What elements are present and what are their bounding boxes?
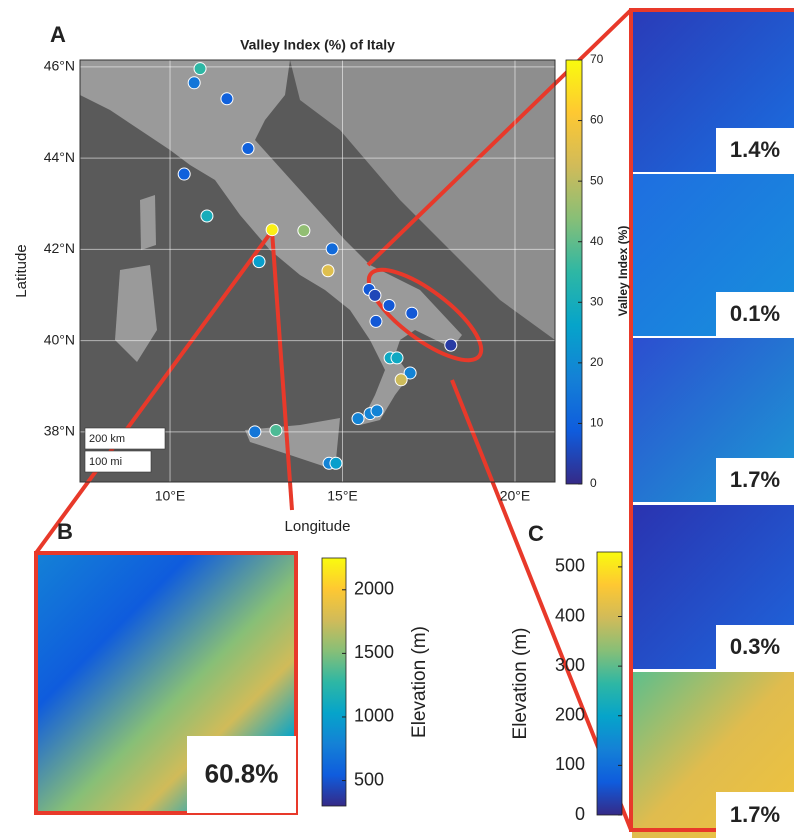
y-tick-label: 44°N: [44, 149, 75, 165]
y-tick-label: 38°N: [44, 423, 75, 439]
colorbar-tick-label: 20: [590, 355, 604, 369]
site-point: [270, 424, 282, 436]
site-point: [194, 63, 206, 75]
colorbar-tick-label: 50: [590, 173, 604, 187]
colorbar-tick-label: 0: [590, 476, 597, 490]
scale-bar-label: 100 mi: [89, 456, 122, 468]
colorbar-tick-label: 60: [590, 113, 604, 127]
site-point: [406, 307, 418, 319]
site-point: [201, 210, 213, 222]
site-point: [326, 243, 338, 255]
annotation: 0.3%: [730, 634, 780, 659]
map-background: [80, 60, 555, 482]
colorbar: [566, 60, 582, 484]
y-axis-label: Latitude: [13, 244, 30, 297]
colorbar-tick-label: 400: [555, 605, 585, 625]
site-point: [322, 265, 334, 277]
site-point: [371, 405, 383, 417]
site-point: [352, 413, 364, 425]
site-point: [242, 143, 254, 155]
colorbar-tick-label: 300: [555, 655, 585, 675]
colorbar-tick-label: 1000: [354, 706, 394, 726]
site-point: [188, 77, 200, 89]
site-point: [221, 93, 233, 105]
site-point: [369, 289, 381, 301]
scale-bar-label: 200 km: [89, 433, 125, 445]
colorbar-tick-label: 500: [354, 769, 384, 789]
colorbar-tick-label: 2000: [354, 579, 394, 599]
panel-label: B: [57, 519, 73, 544]
x-tick-label: 15°E: [327, 488, 358, 504]
y-tick-label: 46°N: [44, 58, 75, 74]
annotation: 1.7%: [730, 467, 780, 492]
colorbar-tick-label: 40: [590, 234, 604, 248]
site-point: [266, 224, 278, 236]
site-point: [391, 352, 403, 364]
colorbar-tick-label: 30: [590, 294, 604, 308]
figure: A Valley Index (%) of Italy 10°E 15°E 20°E 38…: [0, 0, 794, 838]
site-point: [249, 426, 261, 438]
colorbar-label: Valley Index (%): [616, 226, 630, 317]
panel-label: A: [50, 22, 66, 47]
colorbar-tick-label: 200: [555, 705, 585, 725]
annotation: 1.4%: [730, 137, 780, 162]
x-tick-label: 20°E: [500, 488, 531, 504]
colorbar-label: Elevation (m): [409, 626, 430, 738]
colorbar-label: Elevation (m): [510, 628, 531, 740]
annotation: 0.1%: [730, 301, 780, 326]
x-tick-label: 10°E: [155, 488, 186, 504]
site-point: [383, 299, 395, 311]
site-point: [395, 374, 407, 386]
colorbar: [322, 558, 346, 806]
site-point: [370, 315, 382, 327]
site-point: [445, 339, 457, 351]
colorbar-tick-label: 500: [555, 556, 585, 576]
x-axis-label: Longitude: [285, 518, 351, 535]
site-point: [330, 457, 342, 469]
colorbar-tick-label: 1500: [354, 642, 394, 662]
panel-label: C: [528, 521, 544, 546]
y-tick-label: 40°N: [44, 331, 75, 347]
site-point: [298, 225, 310, 237]
site-point: [178, 168, 190, 180]
colorbar-tick-label: 100: [555, 754, 585, 774]
y-tick-label: 42°N: [44, 240, 75, 256]
site-point: [253, 256, 265, 268]
annotation: 1.7%: [730, 802, 780, 827]
colorbar-tick-label: 0: [575, 804, 585, 824]
colorbar-tick-label: 10: [590, 416, 604, 430]
annotation: 60.8%: [205, 758, 279, 788]
chart-title: Valley Index (%) of Italy: [240, 37, 395, 53]
colorbar-tick-label: 70: [590, 52, 604, 66]
colorbar: [597, 552, 622, 815]
